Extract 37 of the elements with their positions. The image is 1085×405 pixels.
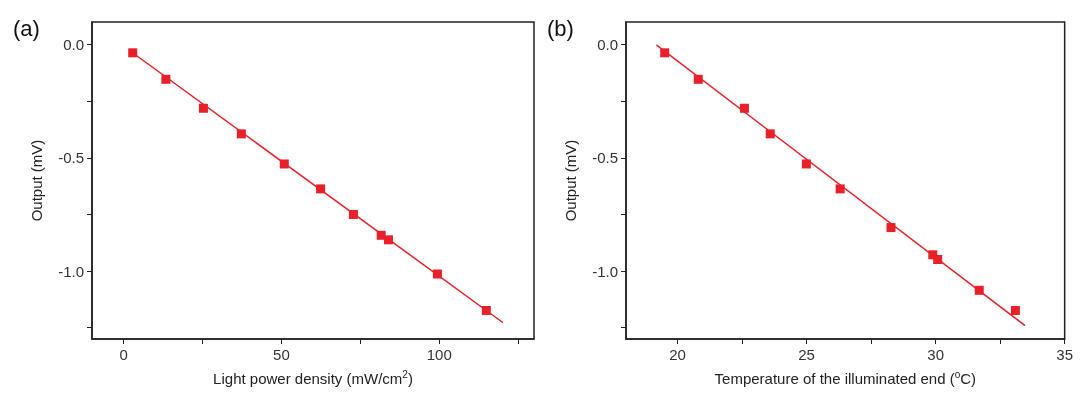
y-tick-label: -0.5 (592, 149, 618, 167)
y-tick-label: -1.0 (592, 262, 618, 280)
point (1010, 305, 1020, 315)
chart-title: (b) (547, 15, 574, 41)
point (316, 184, 326, 194)
y-tick-label: -1.0 (58, 262, 84, 280)
point (279, 159, 289, 169)
point (739, 103, 749, 113)
point (660, 48, 670, 58)
point (161, 74, 171, 84)
x-tick-label: 20 (669, 346, 686, 363)
y-axis-title: Output (mV) (562, 139, 579, 222)
point (128, 48, 138, 58)
point (198, 103, 208, 113)
chart-title: (a) (13, 15, 40, 41)
x-tick-label: 0 (119, 346, 128, 363)
point (432, 269, 442, 279)
point (974, 285, 984, 295)
y-axis-title: Output (mV) (28, 139, 45, 222)
x-tick-label: 35 (1056, 346, 1073, 363)
x-tick-label: 25 (798, 346, 815, 363)
point (801, 159, 811, 169)
point (383, 235, 393, 245)
y-tick-label: 0.0 (63, 36, 84, 54)
point (348, 209, 358, 219)
point (886, 223, 896, 233)
point (933, 255, 943, 265)
point (693, 74, 703, 84)
point (481, 305, 491, 315)
x-tick-label: 50 (273, 346, 290, 363)
point (236, 129, 246, 139)
y-tick-label: -0.5 (58, 149, 84, 167)
x-tick-label: 30 (927, 346, 944, 363)
x-tick-label: 100 (426, 346, 452, 363)
y-tick-label: 0.0 (597, 36, 618, 54)
point (835, 184, 845, 194)
point (765, 129, 775, 139)
